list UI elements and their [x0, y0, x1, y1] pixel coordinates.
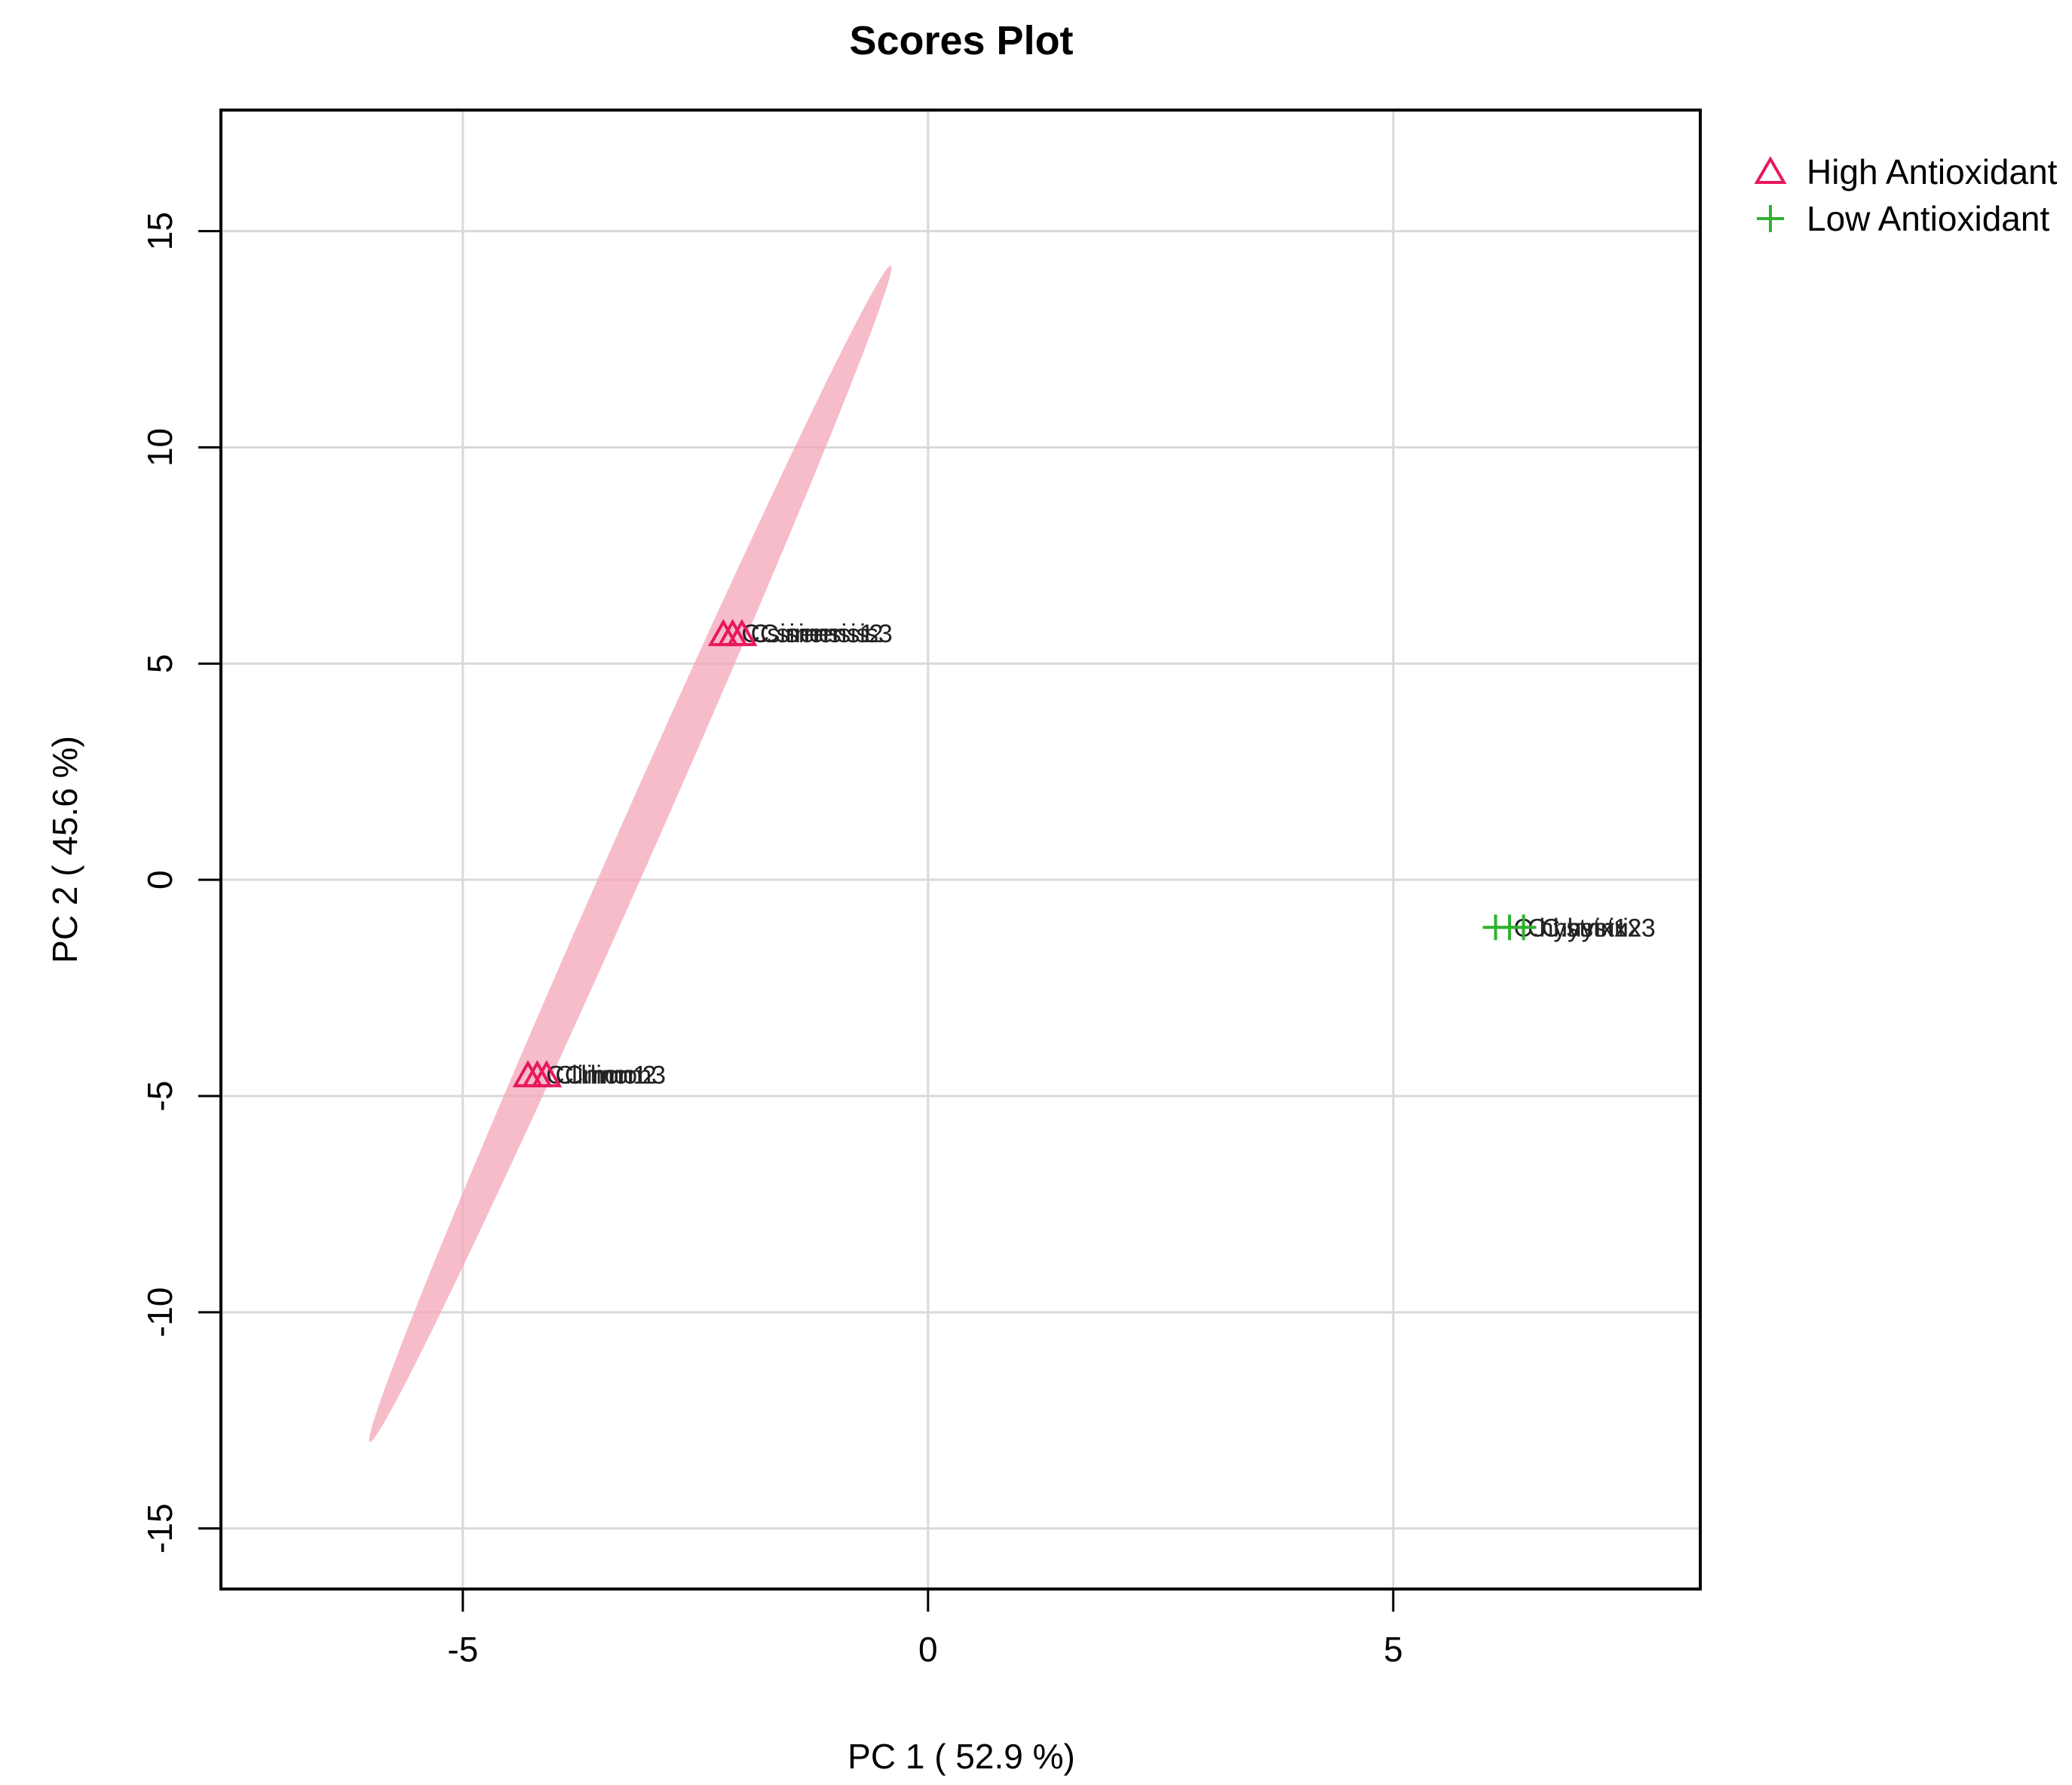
y-tick-label: 5 [140, 654, 179, 674]
legend: High Antioxidant Low Antioxidant [1754, 152, 2058, 238]
plot-frame [219, 109, 1702, 1591]
legend-label: Low Antioxidant [1807, 199, 2049, 238]
point-label: C.limon1 [546, 1061, 647, 1089]
x-axis-ticks: -5 0 5 [447, 1589, 1403, 1669]
x-tick-label: 5 [1384, 1630, 1403, 1669]
legend-label: High Antioxidant [1807, 152, 2058, 191]
point-label: C.limon2 [556, 1061, 657, 1089]
point-label: C.sinensis1 [741, 620, 874, 648]
legend-marker-plus [1757, 205, 1784, 232]
point-label: C.hystrix2 [1528, 914, 1641, 942]
x-tick-label: -5 [447, 1630, 478, 1669]
y-tick-label: -5 [140, 1081, 179, 1112]
x-axis-label: PC 1 ( 52.9 %) [847, 1737, 1075, 1776]
point-label: C.hystrix3 [1542, 914, 1656, 942]
y-tick-label: 10 [140, 428, 179, 467]
y-axis-ticks: -15 -10 -5 0 5 10 15 [140, 212, 221, 1554]
y-tick-label: 15 [140, 212, 179, 250]
confidence-ellipse [369, 265, 892, 1443]
y-axis-label: PC 2 ( 45.6 %) [45, 736, 84, 963]
point-marker-high [726, 619, 758, 647]
y-tick-label: 0 [140, 870, 179, 889]
legend-marker-triangle [1754, 156, 1787, 184]
x-tick-label: 0 [918, 1630, 938, 1669]
y-tick-label: -15 [140, 1503, 179, 1553]
y-tick-label: -10 [140, 1287, 179, 1337]
grid-lines [221, 110, 1700, 1589]
point-label: C.sinensis2 [751, 620, 884, 648]
point-marker-high [531, 1060, 562, 1088]
point-label: C.limon3 [565, 1061, 666, 1089]
point-marker-low [1510, 914, 1537, 941]
point-label: C.sinensis3 [760, 620, 893, 648]
confidence-ellipses [369, 265, 892, 1443]
chart-title: Scores Plot [849, 18, 1073, 63]
